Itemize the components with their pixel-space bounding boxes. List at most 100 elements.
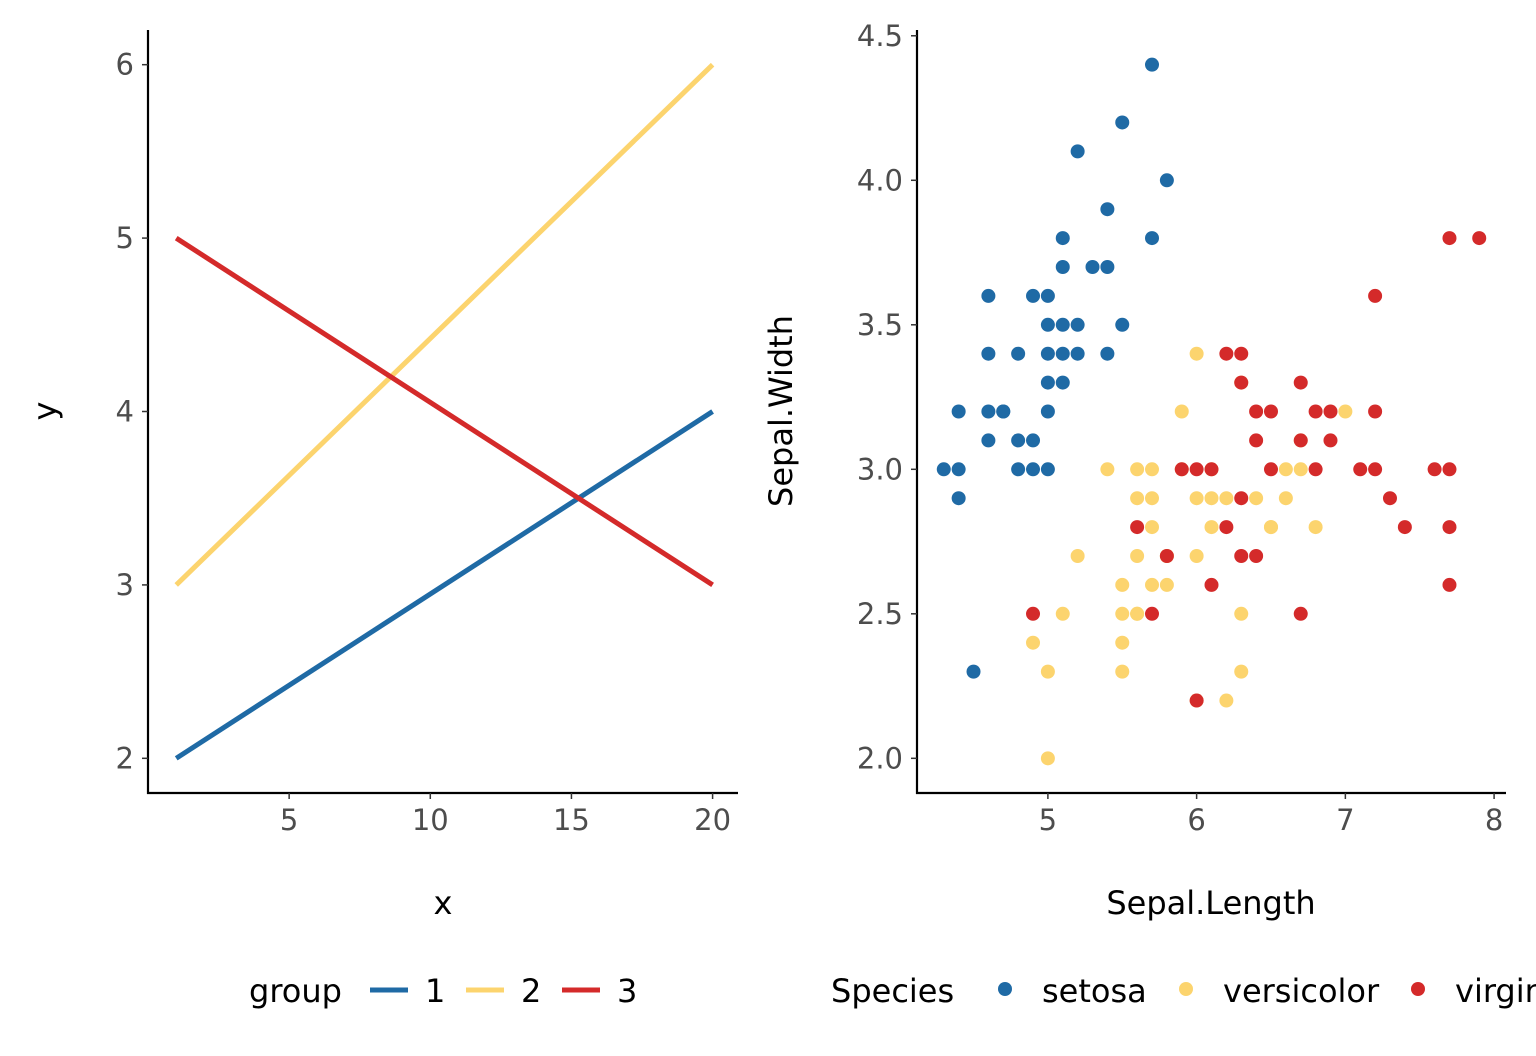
point-setosa xyxy=(936,462,951,477)
point-setosa xyxy=(1011,462,1026,477)
left-series-lines xyxy=(174,62,715,761)
point-setosa xyxy=(1011,433,1026,448)
point-virginica xyxy=(1249,549,1264,564)
point-setosa xyxy=(1040,404,1055,419)
left-y-axis-title: y xyxy=(26,402,64,421)
point-virginica xyxy=(1293,375,1308,390)
point-virginica xyxy=(1234,491,1249,506)
series-line-group-3 xyxy=(174,235,714,588)
point-virginica xyxy=(1026,606,1041,621)
point-virginica xyxy=(1234,549,1249,564)
right-y-axis-title: Sepal.Width xyxy=(762,315,800,507)
point-versicolor xyxy=(1130,491,1145,506)
point-versicolor xyxy=(1189,346,1204,361)
point-setosa xyxy=(1145,231,1160,246)
point-versicolor xyxy=(1293,462,1308,477)
point-virginica xyxy=(1368,462,1383,477)
point-virginica xyxy=(1293,606,1308,621)
point-virginica xyxy=(1249,404,1264,419)
point-virginica xyxy=(1323,404,1338,419)
point-versicolor xyxy=(1055,606,1070,621)
right-y-tick-label: 2.0 xyxy=(857,741,903,775)
left-x-tick-label: 10 xyxy=(412,803,449,837)
right-legend: Species setosa versicolor virginica xyxy=(831,972,1536,1010)
point-versicolor xyxy=(1026,635,1041,650)
point-setosa xyxy=(981,288,996,303)
point-virginica xyxy=(1308,404,1323,419)
point-virginica xyxy=(1234,375,1249,390)
right-ticks: 5 6 7 8 2.0 2.5 3.0 3.5 4.0 4.5 xyxy=(857,19,1503,837)
point-virginica xyxy=(1472,231,1487,246)
point-setosa xyxy=(1115,115,1130,130)
line-chart-panel: 5 10 15 20 2 3 4 5 6 x y xyxy=(26,30,738,922)
point-setosa xyxy=(1011,346,1026,361)
legend-label-setosa: setosa xyxy=(1042,972,1147,1010)
point-virginica xyxy=(1397,520,1412,535)
left-x-tick-label: 15 xyxy=(553,803,590,837)
point-setosa xyxy=(981,433,996,448)
point-setosa xyxy=(951,462,966,477)
point-versicolor xyxy=(1174,404,1189,419)
point-versicolor xyxy=(1130,462,1145,477)
right-y-tick-label: 4.5 xyxy=(857,19,903,53)
point-virginica xyxy=(1174,462,1189,477)
point-setosa xyxy=(1055,259,1070,274)
legend-key-virginica xyxy=(1411,982,1425,996)
point-virginica xyxy=(1263,404,1278,419)
point-versicolor xyxy=(1249,491,1264,506)
point-setosa xyxy=(1026,462,1041,477)
legend-key-versicolor xyxy=(1179,982,1193,996)
point-virginica xyxy=(1368,404,1383,419)
point-setosa xyxy=(1100,259,1115,274)
point-setosa xyxy=(981,404,996,419)
point-setosa xyxy=(1040,288,1055,303)
right-y-tick-label: 4.0 xyxy=(857,163,903,197)
left-x-tick-label: 20 xyxy=(694,803,731,837)
point-virginica xyxy=(1442,577,1457,592)
point-setosa xyxy=(951,491,966,506)
point-versicolor xyxy=(1159,577,1174,592)
point-setosa xyxy=(1040,346,1055,361)
point-setosa xyxy=(981,346,996,361)
point-versicolor xyxy=(1204,491,1219,506)
point-versicolor xyxy=(1040,751,1055,766)
scatter-chart-panel: 5 6 7 8 2.0 2.5 3.0 3.5 4.0 4.5 Sepal.Length Sepa… xyxy=(762,19,1506,922)
left-y-tick-label: 6 xyxy=(116,48,134,82)
point-setosa xyxy=(1070,144,1085,159)
legend-label-versicolor: versicolor xyxy=(1223,972,1380,1010)
left-y-tick-label: 5 xyxy=(116,221,134,255)
point-versicolor xyxy=(1100,462,1115,477)
left-x-axis-title: x xyxy=(434,884,453,922)
point-versicolor xyxy=(1219,693,1234,708)
point-virginica xyxy=(1442,520,1457,535)
left-ticks: 5 10 15 20 2 3 4 5 6 xyxy=(116,48,731,837)
right-x-tick-label: 7 xyxy=(1336,803,1354,837)
legend-label-virginica: virginica xyxy=(1455,972,1536,1010)
point-setosa xyxy=(1100,346,1115,361)
point-setosa xyxy=(1026,433,1041,448)
point-virginica xyxy=(1382,491,1397,506)
point-setosa xyxy=(1100,202,1115,217)
point-setosa xyxy=(1040,375,1055,390)
point-virginica xyxy=(1204,462,1219,477)
legend-label-group-2: 2 xyxy=(521,972,541,1010)
point-virginica xyxy=(1308,462,1323,477)
left-y-tick-label: 2 xyxy=(116,741,134,775)
point-virginica xyxy=(1442,231,1457,246)
point-virginica xyxy=(1159,549,1174,564)
left-legend: group 1 2 3 xyxy=(249,972,637,1010)
point-versicolor xyxy=(1145,520,1160,535)
point-versicolor xyxy=(1278,462,1293,477)
point-versicolor xyxy=(1263,520,1278,535)
point-virginica xyxy=(1353,462,1368,477)
point-setosa xyxy=(1085,259,1100,274)
point-virginica xyxy=(1189,693,1204,708)
point-setosa xyxy=(1055,375,1070,390)
left-x-tick-label: 5 xyxy=(280,803,298,837)
left-y-tick-label: 3 xyxy=(116,568,134,602)
point-virginica xyxy=(1204,577,1219,592)
point-setosa xyxy=(1026,288,1041,303)
point-setosa xyxy=(1055,317,1070,332)
point-versicolor xyxy=(1115,577,1130,592)
